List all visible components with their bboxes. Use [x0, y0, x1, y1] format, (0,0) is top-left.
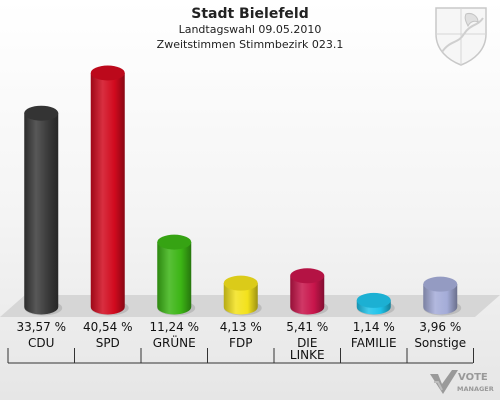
value-label: 11,24 %: [149, 320, 199, 334]
bar-grüne: [157, 234, 196, 316]
bar-top: [223, 275, 258, 291]
value-label: 3,96 %: [419, 320, 461, 334]
category-label: CDU: [28, 336, 54, 350]
category-label: DIE: [297, 336, 317, 350]
bar-sonstige: [423, 276, 462, 316]
bar-body: [90, 73, 125, 315]
category-label: Sonstige: [414, 336, 466, 350]
bar-die-linke: [290, 268, 329, 316]
logo-text-manager: MANAGER: [457, 385, 494, 393]
bar-top: [423, 276, 458, 292]
bar-familie: [356, 292, 395, 316]
bar-fdp: [223, 275, 262, 316]
category-label: GRÜNE: [153, 334, 196, 350]
category-label: SPD: [96, 336, 120, 350]
value-label: 4,13 %: [220, 320, 262, 334]
chart-subtitle-election: Landtagswahl 09.05.2010: [178, 23, 322, 36]
bar-top: [24, 105, 59, 121]
bar-body: [290, 275, 325, 315]
bar-cdu: [24, 105, 63, 316]
bar-top: [157, 234, 192, 250]
bar-top: [356, 292, 391, 308]
bar-top: [290, 268, 325, 284]
logo-text-vote: VOTE: [458, 372, 488, 383]
bar-top: [90, 65, 125, 81]
chart-subtitle-district: Zweitstimmen Stimmbezirk 023.1: [156, 38, 344, 51]
bar-body: [423, 284, 458, 315]
value-label: 5,41 %: [286, 320, 328, 334]
coat-of-arms-icon: [435, 7, 487, 66]
bar-body: [24, 113, 59, 315]
category-label: LINKE: [290, 348, 325, 362]
bar-spd: [90, 65, 129, 316]
value-label: 1,14 %: [353, 320, 395, 334]
value-label: 40,54 %: [83, 320, 133, 334]
bar-body: [223, 283, 258, 315]
category-label: FDP: [229, 336, 252, 350]
checkmark-icon: [430, 370, 458, 394]
category-label: FAMILIE: [351, 336, 397, 350]
votemanager-logo: VOTE MANAGER: [430, 370, 494, 394]
bar-body: [157, 242, 192, 315]
chart-title: Stadt Bielefeld: [191, 6, 309, 22]
value-label: 33,57 %: [16, 320, 66, 334]
